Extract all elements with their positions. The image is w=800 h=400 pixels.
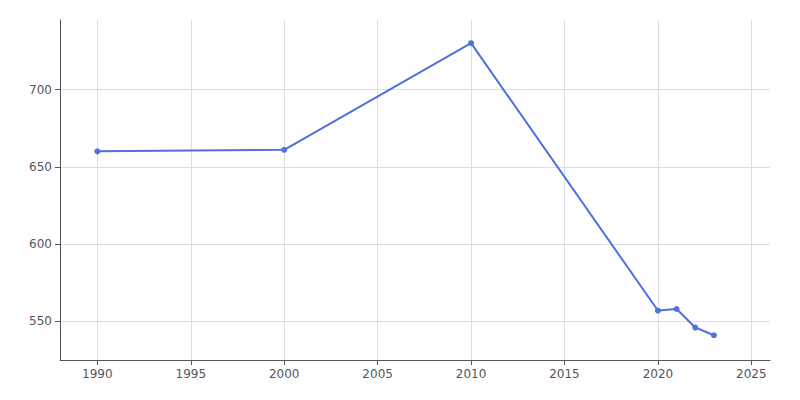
svg-text:2000: 2000 (269, 367, 300, 381)
svg-text:2025: 2025 (736, 367, 767, 381)
svg-text:2020: 2020 (643, 367, 674, 381)
svg-text:1990: 1990 (82, 367, 113, 381)
svg-text:2015: 2015 (549, 367, 580, 381)
svg-text:1995: 1995 (176, 367, 207, 381)
svg-text:600: 600 (29, 237, 52, 251)
svg-text:2005: 2005 (362, 367, 393, 381)
svg-text:2010: 2010 (456, 367, 487, 381)
svg-text:650: 650 (29, 160, 52, 174)
svg-text:700: 700 (29, 83, 52, 97)
svg-text:550: 550 (29, 314, 52, 328)
